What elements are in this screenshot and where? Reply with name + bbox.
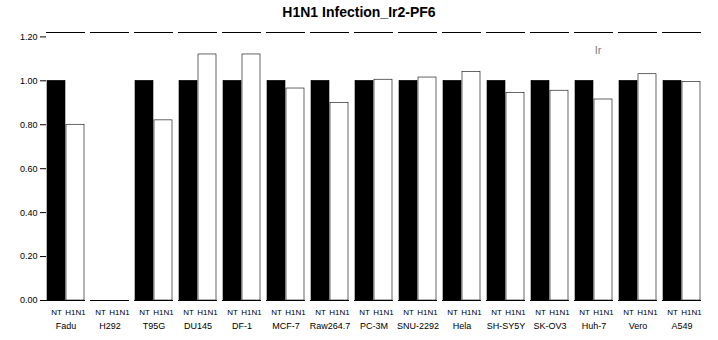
svg-text:DF-1: DF-1	[232, 321, 252, 331]
svg-text:NT: NT	[403, 308, 414, 317]
svg-text:Raw264.7: Raw264.7	[310, 321, 351, 331]
svg-text:H1N1: H1N1	[285, 308, 306, 317]
svg-text:NT: NT	[447, 308, 458, 317]
svg-text:Vero: Vero	[629, 321, 648, 331]
svg-text:NT: NT	[51, 308, 62, 317]
svg-text:PC-3M: PC-3M	[360, 321, 388, 331]
svg-text:NT: NT	[95, 308, 106, 317]
svg-text:H1N1: H1N1	[153, 308, 174, 317]
svg-text:H1N1: H1N1	[461, 308, 482, 317]
svg-text:NT: NT	[271, 308, 282, 317]
svg-text:A549: A549	[671, 321, 692, 331]
svg-text:H1N1: H1N1	[505, 308, 526, 317]
svg-text:T95G: T95G	[143, 321, 166, 331]
svg-text:SH-SY5Y: SH-SY5Y	[487, 321, 526, 331]
svg-text:H292: H292	[99, 321, 121, 331]
svg-text:0.20: 0.20	[20, 251, 38, 261]
svg-text:H1N1: H1N1	[109, 308, 130, 317]
svg-text:H1N1: H1N1	[373, 308, 394, 317]
svg-text:H1N1: H1N1	[637, 308, 658, 317]
svg-text:NT: NT	[623, 308, 634, 317]
svg-text:NT: NT	[491, 308, 502, 317]
svg-text:H1N1: H1N1	[65, 308, 86, 317]
svg-text:1.20: 1.20	[20, 32, 38, 42]
svg-text:Hela: Hela	[453, 321, 472, 331]
svg-text:H1N1: H1N1	[417, 308, 438, 317]
svg-text:Fadu: Fadu	[56, 321, 77, 331]
svg-text:Huh-7: Huh-7	[582, 321, 607, 331]
svg-text:H1N1: H1N1	[197, 308, 218, 317]
svg-text:NT: NT	[579, 308, 590, 317]
svg-text:H1N1: H1N1	[593, 308, 614, 317]
svg-text:NT: NT	[535, 308, 546, 317]
svg-text:NT: NT	[667, 308, 678, 317]
svg-text:DU145: DU145	[184, 321, 212, 331]
svg-text:NT: NT	[315, 308, 326, 317]
svg-text:H1N1: H1N1	[681, 308, 702, 317]
svg-text:H1N1: H1N1	[549, 308, 570, 317]
svg-text:NT: NT	[139, 308, 150, 317]
svg-text:H1N1: H1N1	[329, 308, 350, 317]
svg-text:NT: NT	[227, 308, 238, 317]
svg-text:0.00: 0.00	[20, 295, 38, 305]
svg-text:NT: NT	[359, 308, 370, 317]
svg-text:MCF-7: MCF-7	[272, 321, 300, 331]
svg-text:H1N1: H1N1	[241, 308, 262, 317]
svg-text:SK-OV3: SK-OV3	[533, 321, 566, 331]
svg-text:0.80: 0.80	[20, 120, 38, 130]
svg-text:0.40: 0.40	[20, 208, 38, 218]
svg-text:0.60: 0.60	[20, 164, 38, 174]
svg-text:SNU-2292: SNU-2292	[397, 321, 439, 331]
svg-text:NT: NT	[183, 308, 194, 317]
svg-text:1.00: 1.00	[20, 76, 38, 86]
html-text:H1N1 Infection_Ir2-PF6: H1N1 Infection_Ir2-PF6	[282, 4, 436, 20]
svg-text:Ir: Ir	[595, 44, 602, 56]
